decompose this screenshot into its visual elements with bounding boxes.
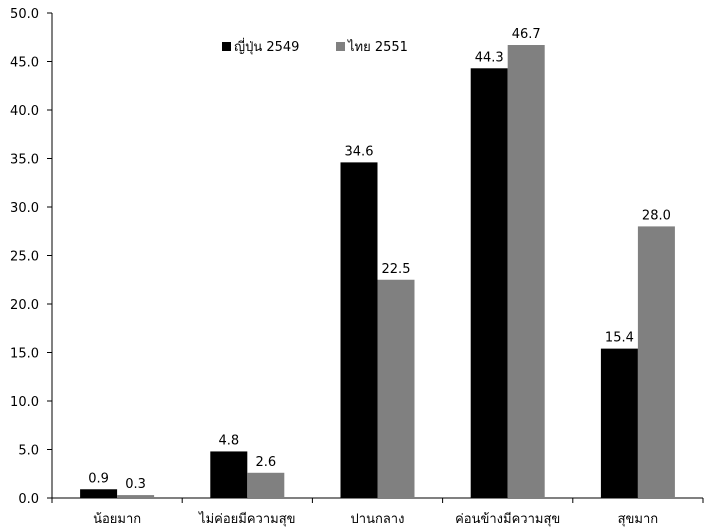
data-label: 4.8 [218,433,239,448]
data-label: 28.0 [642,208,671,223]
bar-series1 [80,489,118,498]
bars [80,45,675,498]
x-category-label: น้อยมาก [93,512,141,527]
bar-series1 [340,162,378,498]
legend-swatch [222,42,231,51]
y-tick-label: 20.0 [10,298,39,313]
y-tick-label: 50.0 [10,7,39,22]
bar-series2 [247,472,285,498]
data-label: 2.6 [255,455,276,470]
data-label: 22.5 [382,262,411,277]
bar-series2 [117,495,155,498]
data-label: 46.7 [512,27,541,42]
legend-label: ไทย 2551 [347,39,408,55]
y-tick-label: 30.0 [10,201,39,216]
bar-series1 [210,451,248,498]
y-tick-label: 0.0 [18,492,39,507]
legend-swatch [336,42,345,51]
bar-series2 [377,279,415,498]
x-category-label: สุขมาก [618,512,659,527]
y-tick-label: 45.0 [10,56,39,71]
y-tick-label: 15.0 [10,347,39,362]
bar-series2 [507,45,545,498]
data-label: 0.9 [88,471,109,486]
bar-series1 [600,348,638,498]
axes: 0.0 5.0 10.0 15.0 20.0 25.0 30.0 35.0 40.0 45.0 50… [10,7,704,507]
bar-series2 [637,226,675,498]
bar-series1 [470,68,508,498]
y-tick-label: 35.0 [10,153,39,168]
y-tick-label: 40.0 [10,104,39,119]
data-label: 44.3 [475,50,504,65]
data-label: 0.3 [125,477,146,492]
y-tick-label: 5.0 [18,444,39,459]
x-category-label: ค่อนข้างมีความสุข [455,511,560,527]
x-category-label: ไม่ค่อยมีความสุข [198,511,295,527]
labels: 0.9 0.3 น้อยมาก 4.8 2.6 ไม่ค่อยมีความสุข 34.6 2… [88,27,671,527]
y-tick-label: 10.0 [10,395,39,410]
y-tick-label: 25.0 [10,250,39,265]
x-category-label: ปานกลาง [351,512,405,527]
legend: ญี่ปุ่น 2549 ไทย 2551 [222,38,408,55]
data-label: 34.6 [345,144,374,159]
data-label: 15.4 [605,331,634,346]
legend-label: ญี่ปุ่น 2549 [234,38,299,55]
